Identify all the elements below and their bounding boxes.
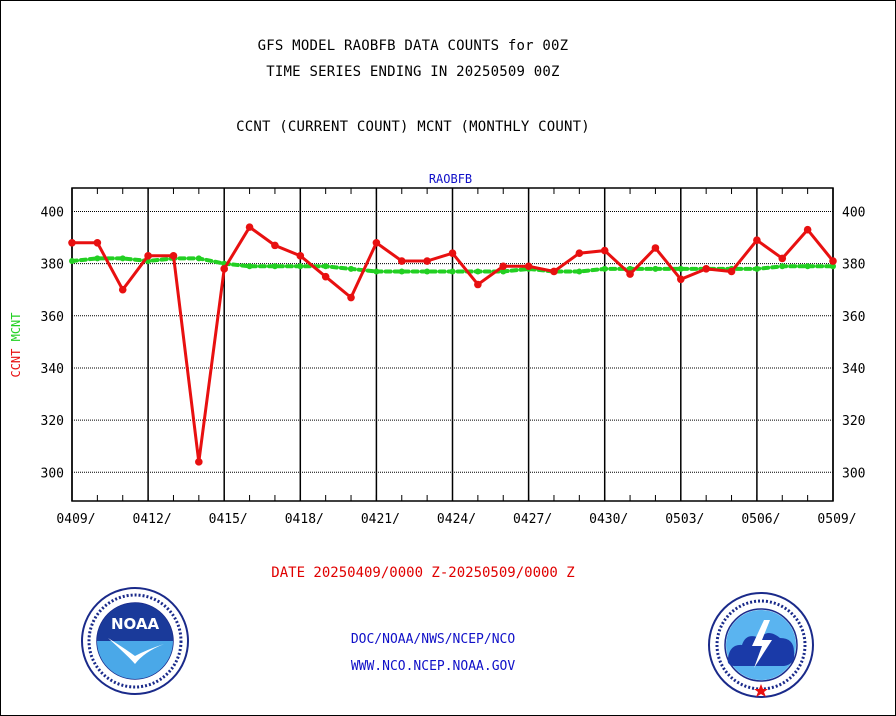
data-point-ccnt [550, 267, 558, 276]
y-axis-label: CCNT MCNT [9, 312, 23, 377]
data-point-mcnt [601, 265, 608, 272]
x-tick-label: 0427/ [513, 512, 552, 527]
x-tick-label: 0418/ [285, 512, 324, 527]
data-point-ccnt [144, 252, 152, 260]
x-tick-label: 0509/ [817, 512, 856, 527]
data-point-ccnt [169, 252, 178, 260]
data-point-mcnt [779, 263, 786, 270]
website-label: WWW.NCO.NCEP.NOAA.GOV [350, 659, 516, 674]
data-point-ccnt [778, 254, 787, 263]
data-point-ccnt [347, 293, 355, 302]
data-point-ccnt [372, 238, 381, 247]
data-point-ccnt [220, 265, 228, 273]
agency-label: DOC/NOAA/NWS/NCEP/NCO [350, 632, 516, 647]
data-point-mcnt [119, 255, 126, 262]
x-tick-label: 0412/ [133, 512, 172, 527]
data-point-mcnt [474, 268, 481, 275]
data-point-ccnt [600, 246, 609, 255]
chart-header-line2: TIME SERIES ENDING IN 20250509 00Z [266, 64, 560, 80]
y-tick-label-right: 380 [842, 258, 865, 273]
data-point-mcnt [449, 268, 456, 275]
data-point-ccnt [727, 267, 736, 276]
data-point-mcnt [69, 258, 75, 265]
chart-title: RAOBFB [429, 172, 472, 186]
data-point-ccnt [499, 262, 508, 271]
data-point-ccnt [524, 262, 533, 271]
data-point-ccnt [677, 275, 685, 284]
data-point-mcnt [246, 263, 253, 270]
data-point-mcnt [627, 265, 634, 272]
y-tick-label-left: 340 [41, 362, 64, 377]
data-point-ccnt [448, 249, 457, 258]
data-point-mcnt [804, 263, 811, 270]
data-point-mcnt [271, 263, 278, 270]
data-point-ccnt [575, 249, 584, 258]
data-point-ccnt [423, 257, 431, 265]
data-point-mcnt [348, 265, 355, 272]
data-point-ccnt [245, 223, 254, 231]
chart-header-line1: GFS MODEL RAOBFB DATA COUNTS for 00Z [257, 38, 569, 54]
y-tick-label-left: 300 [41, 466, 64, 481]
data-point-mcnt [322, 263, 329, 270]
x-tick-label: 0421/ [361, 512, 400, 527]
y-tick-label-right: 400 [842, 205, 865, 220]
y-axis-label-mcnt: MCNT [9, 312, 23, 341]
data-point-mcnt [652, 265, 659, 272]
data-point-ccnt [829, 257, 837, 265]
data-point-ccnt [753, 236, 761, 244]
data-point-ccnt [474, 280, 482, 289]
data-point-mcnt [297, 263, 304, 270]
x-tick-label: 0424/ [437, 512, 476, 527]
data-point-mcnt [195, 255, 202, 262]
data-point-ccnt [296, 252, 305, 260]
data-point-ccnt [93, 238, 102, 247]
x-tick-label: 0506/ [741, 512, 780, 527]
data-point-mcnt [753, 265, 760, 272]
data-point-mcnt [94, 255, 101, 262]
data-point-ccnt [271, 241, 279, 250]
y-tick-label-right: 360 [842, 310, 865, 325]
y-tick-label-left: 320 [41, 414, 64, 429]
y-tick-label-right: 300 [842, 466, 865, 481]
data-point-mcnt [398, 268, 405, 275]
data-point-ccnt [803, 225, 812, 234]
noaa-logo-text: NOAA [111, 615, 160, 633]
date-range-label: DATE 20250409/0000 Z-20250509/0000 Z [271, 565, 575, 581]
data-point-mcnt [373, 268, 380, 275]
x-tick-label: 0430/ [589, 512, 628, 527]
nws-logo-icon [708, 592, 814, 698]
y-tick-label-right: 320 [842, 414, 865, 429]
data-point-ccnt [68, 238, 76, 247]
data-point-ccnt [626, 270, 634, 278]
data-point-mcnt [677, 265, 684, 272]
y-tick-label-right: 340 [842, 362, 865, 377]
data-point-mcnt [830, 263, 836, 270]
data-point-ccnt [702, 265, 710, 273]
data-point-ccnt [118, 285, 127, 294]
x-tick-label: 0409/ [56, 512, 95, 527]
x-tick-label: 0415/ [209, 512, 248, 527]
data-point-ccnt [651, 244, 660, 252]
data-point-mcnt [576, 268, 583, 275]
data-point-ccnt [321, 272, 330, 281]
chart-header-line3: CCNT (CURRENT COUNT) MCNT (MONTHLY COUNT… [236, 119, 590, 135]
data-point-ccnt [397, 257, 406, 265]
data-point-mcnt [500, 268, 507, 275]
y-tick-label-left: 380 [41, 258, 64, 273]
y-tick-label-left: 400 [41, 205, 64, 220]
y-tick-label-left: 360 [41, 310, 64, 325]
noaa-logo-icon: NOAA [81, 587, 189, 695]
y-axis-label-ccnt: CCNT [9, 341, 23, 377]
data-point-ccnt [195, 458, 203, 466]
x-tick-label: 0503/ [665, 512, 704, 527]
data-point-mcnt [424, 268, 431, 275]
